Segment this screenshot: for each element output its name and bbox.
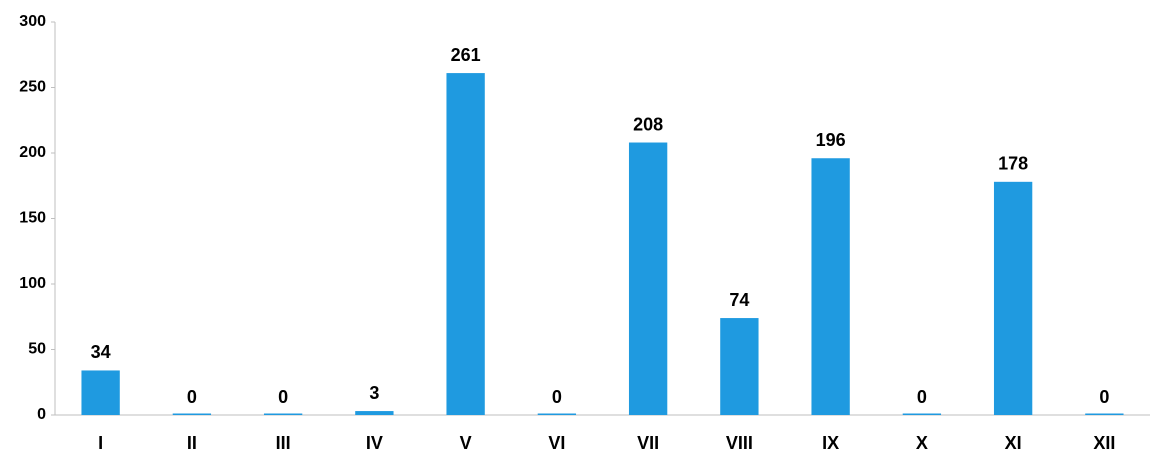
bar [263,413,303,415]
data-label: 34 [91,342,111,362]
y-tick-label: 300 [19,13,46,30]
bar [355,411,394,415]
y-tick-label: 150 [19,210,46,227]
y-tick-label: 100 [19,275,46,292]
y-tick-label: 0 [37,406,46,423]
bar [81,370,120,415]
data-label: 196 [816,130,846,150]
bar [720,318,759,415]
bar [446,73,485,415]
x-tick-label: VII [637,433,659,453]
y-tick-label: 50 [28,341,46,358]
x-tick-label: X [916,433,928,453]
x-tick-label: IV [366,433,383,453]
data-label: 208 [633,114,663,134]
x-tick-label: XI [1005,433,1022,453]
data-label: 3 [369,383,379,403]
bar [172,413,212,415]
bar [993,181,1033,415]
x-tick-label: IX [822,433,839,453]
x-tick-label: VIII [726,433,753,453]
y-tick-label: 250 [19,79,46,96]
bar [537,413,577,415]
data-label: 0 [187,387,197,407]
bar [902,413,942,415]
x-tick-label: I [98,433,103,453]
data-label: 178 [998,154,1028,174]
x-tick-label: XII [1093,433,1115,453]
bar [628,142,668,415]
x-tick-label: III [276,433,291,453]
x-tick-label: VI [548,433,565,453]
data-label: 261 [451,45,481,65]
x-tick-label: II [187,433,197,453]
data-label: 74 [729,290,749,310]
y-tick-label: 200 [19,144,46,161]
data-label: 0 [278,387,288,407]
data-label: 0 [1099,387,1109,407]
data-label: 0 [552,387,562,407]
bar [811,158,850,416]
bar [1085,413,1124,415]
x-tick-label: V [460,433,472,453]
data-label: 0 [917,387,927,407]
